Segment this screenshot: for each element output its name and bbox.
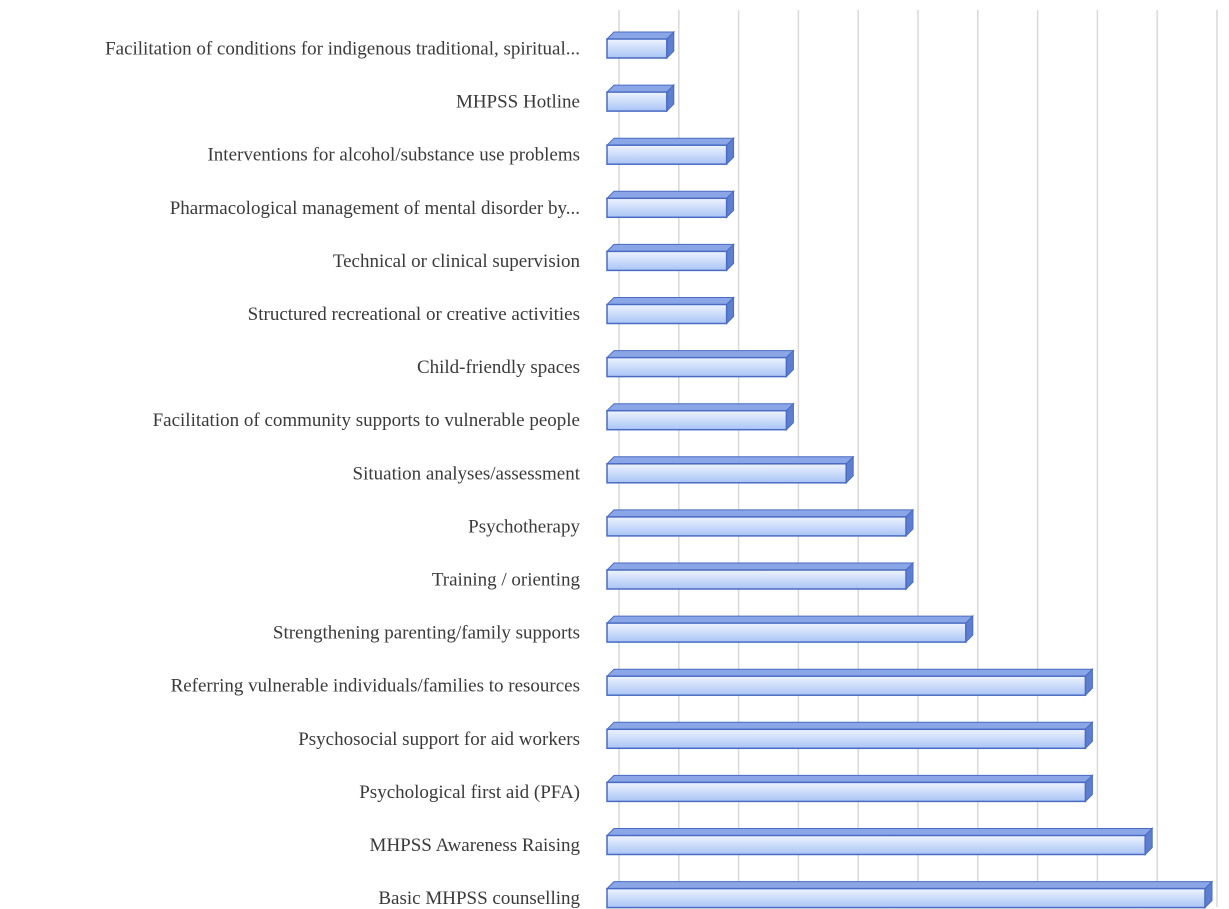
category-label: Child-friendly spaces: [417, 357, 580, 378]
category-label: Psychological first aid (PFA): [359, 782, 580, 803]
bar: [605, 561, 915, 591]
category-label: Training / orienting: [432, 570, 581, 591]
bar: [605, 30, 676, 60]
bar: [605, 614, 975, 644]
bar: [605, 296, 735, 325]
category-label: Basic MHPSS counselling: [378, 888, 580, 909]
bar: [605, 402, 795, 431]
category-label: Strengthening parenting/family supports: [273, 623, 580, 644]
bars: [605, 30, 1214, 909]
category-labels: Facilitation of conditions for indigenou…: [105, 39, 581, 909]
bar: [605, 83, 676, 113]
bar: [605, 243, 735, 272]
bar: [605, 721, 1094, 750]
category-label: MHPSS Hotline: [456, 92, 580, 113]
bar: [605, 349, 795, 378]
category-label: MHPSS Awareness Raising: [370, 835, 581, 856]
category-label: Pharmacological management of mental dis…: [170, 198, 580, 219]
category-label: Facilitation of community supports to vu…: [153, 410, 580, 431]
bar: [605, 880, 1214, 909]
bar: [605, 455, 855, 485]
category-label: Technical or clinical supervision: [333, 251, 581, 272]
bar: [605, 190, 735, 219]
bar: [605, 508, 915, 538]
category-label: Psychotherapy: [468, 516, 580, 537]
bar: [605, 667, 1094, 697]
category-label: Structured recreational or creative acti…: [248, 304, 580, 325]
category-label: Situation analyses/assessment: [353, 463, 581, 484]
bar: [605, 136, 735, 166]
category-label: Facilitation of conditions for indigenou…: [105, 39, 580, 60]
category-label: Referring vulnerable individuals/familie…: [171, 676, 580, 697]
bar: [605, 827, 1154, 856]
category-label: Psychosocial support for aid workers: [298, 729, 580, 750]
bar: [605, 774, 1094, 803]
category-label: Interventions for alcohol/substance use …: [207, 145, 580, 166]
